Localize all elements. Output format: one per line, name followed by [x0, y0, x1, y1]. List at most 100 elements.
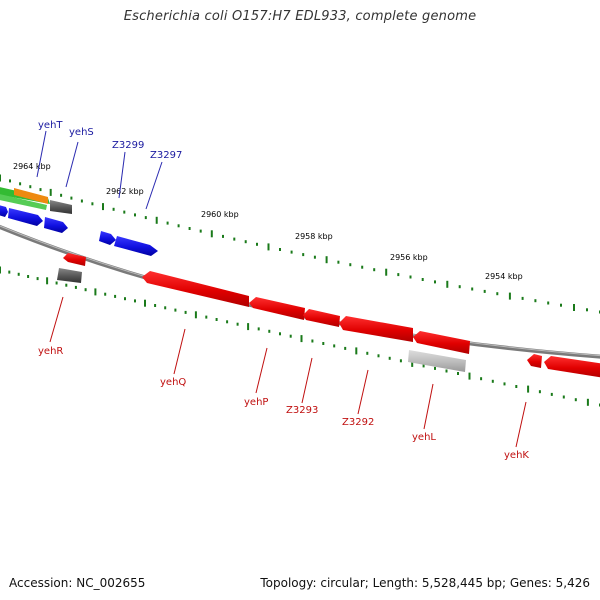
feature-orange-yehT[interactable]	[14, 188, 48, 204]
outer-ring-major-tick	[49, 188, 52, 196]
outer-ring-minor-tick	[39, 188, 42, 192]
inner-ring-minor-tick	[8, 270, 11, 274]
inner-ring-minor-tick	[550, 392, 553, 396]
inner-ring-major-tick	[411, 359, 414, 367]
inner-ring-minor-tick	[205, 315, 208, 319]
inner-ring-minor-tick	[134, 299, 136, 303]
outer-ring-minor-tick	[361, 265, 364, 269]
outer-ring-major-tick	[508, 292, 511, 300]
inner-ring-minor-tick	[422, 364, 425, 368]
genome-backbone	[0, 224, 600, 359]
inner-ring-minor-tick	[562, 395, 565, 399]
inner-ring-minor-tick	[434, 366, 436, 370]
outer-ring-minor-tick	[60, 193, 63, 197]
inner-ring-minor-tick	[104, 292, 107, 296]
outer-ring-minor-tick	[29, 185, 32, 189]
inner-ring-major-tick	[0, 266, 1, 274]
outer-ring-minor-tick	[397, 273, 400, 277]
inner-ring-minor-tick	[399, 359, 402, 363]
leader-yehS	[65, 141, 79, 188]
gene-forward-1[interactable]	[0, 204, 8, 217]
leader-yehK	[515, 401, 527, 448]
inner-ring-minor-tick	[503, 382, 506, 386]
gene-yehR[interactable]	[63, 253, 86, 266]
scale-label-2962: 2962 kbp	[106, 187, 144, 196]
label-yehR[interactable]: yehR	[38, 346, 63, 357]
label-yehQ[interactable]: yehQ	[160, 377, 186, 388]
outer-ring-minor-tick	[19, 182, 22, 186]
label-yehP[interactable]: yehP	[244, 397, 268, 408]
inner-ring-major-tick	[194, 311, 197, 319]
leader-Z3293	[301, 357, 313, 404]
gene-yehL-pseudo[interactable]	[408, 350, 466, 372]
label-Z3292[interactable]: Z3292	[342, 417, 374, 428]
gene-forward-3[interactable]	[44, 217, 68, 233]
outer-ring-minor-tick	[483, 289, 486, 293]
inner-ring-major-tick	[468, 372, 471, 380]
gene-Z3292[interactable]	[339, 316, 413, 342]
outer-ring-minor-tick	[9, 179, 11, 183]
inner-tick-ring	[0, 266, 600, 407]
inner-ring-minor-tick	[311, 339, 314, 343]
outer-ring-minor-tick	[123, 210, 126, 214]
inner-ring-minor-tick	[154, 304, 157, 307]
outer-ring-minor-tick	[290, 250, 293, 254]
inner-ring-minor-tick	[114, 294, 117, 298]
label-yehT[interactable]: yehT	[38, 120, 63, 131]
leader-yehL	[423, 383, 434, 430]
genome-backbone-highlight	[0, 225, 600, 357]
gene-yehP[interactable]	[249, 297, 305, 320]
outer-ring-minor-tick	[337, 260, 340, 264]
scale-label-2958: 2958 kbp	[295, 232, 333, 241]
inner-ring-minor-tick	[17, 272, 20, 276]
label-Z3297[interactable]: Z3297	[150, 150, 182, 161]
inner-ring-major-tick	[94, 288, 97, 296]
outer-ring-major-tick	[385, 268, 388, 276]
outer-ring-major-tick	[155, 216, 158, 224]
feature-green-yehT-lower[interactable]	[0, 193, 47, 210]
gene-yehL[interactable]	[413, 331, 470, 354]
inner-ring-major-tick	[144, 299, 146, 307]
outer-ring-minor-tick	[70, 196, 73, 200]
outer-ring-minor-tick	[166, 221, 169, 225]
leader-Z3292	[357, 369, 369, 415]
inner-ring-minor-tick	[322, 342, 325, 345]
label-Z3299[interactable]: Z3299	[112, 140, 144, 151]
inner-ring-minor-tick	[344, 346, 347, 350]
outer-ring-minor-tick	[421, 278, 424, 281]
inner-ring-minor-tick	[257, 327, 260, 331]
label-yehL[interactable]: yehL	[412, 432, 436, 443]
scale-label-2964: 2964 kbp	[13, 162, 51, 171]
inner-ring-major-tick	[527, 385, 530, 393]
top-gene-labels: yehT yehS Z3299 Z3297	[36, 120, 182, 210]
outer-ring-minor-tick	[177, 224, 180, 228]
outer-ring-minor-tick	[199, 229, 202, 233]
inner-ring-minor-tick	[333, 344, 336, 348]
gene-yehS-pseudo[interactable]	[50, 200, 72, 214]
label-Z3293[interactable]: Z3293	[286, 405, 318, 416]
inner-ring-minor-tick	[164, 306, 167, 310]
gene-yehQ[interactable]	[142, 271, 249, 307]
inner-ring-major-tick	[586, 398, 589, 406]
label-yehK[interactable]: yehK	[504, 450, 529, 461]
outer-ring-minor-tick	[496, 292, 499, 296]
gene-forward-2[interactable]	[8, 208, 43, 226]
gene-forward-Z3297[interactable]	[114, 236, 158, 256]
outer-ring-major-tick	[0, 174, 1, 182]
gene-yehK[interactable]	[544, 356, 600, 378]
gene-pseudo-lower[interactable]	[57, 268, 82, 283]
inner-ring-minor-tick	[445, 369, 448, 373]
gene-yehK-small[interactable]	[527, 354, 542, 368]
inner-ring-minor-tick	[515, 385, 518, 388]
outer-ring-major-tick	[102, 203, 104, 211]
leader-yehP	[255, 347, 268, 394]
leader-Z3299	[118, 151, 126, 199]
gene-Z3293[interactable]	[303, 309, 340, 327]
inner-ring-minor-tick	[538, 390, 541, 394]
outer-ring-minor-tick	[521, 296, 524, 300]
inner-ring-minor-tick	[289, 334, 292, 338]
gene-forward-4[interactable]	[99, 231, 116, 245]
genome-summary-footer: Topology: circular; Length: 5,528,445 bp…	[260, 576, 590, 590]
label-yehS[interactable]: yehS	[69, 127, 94, 138]
